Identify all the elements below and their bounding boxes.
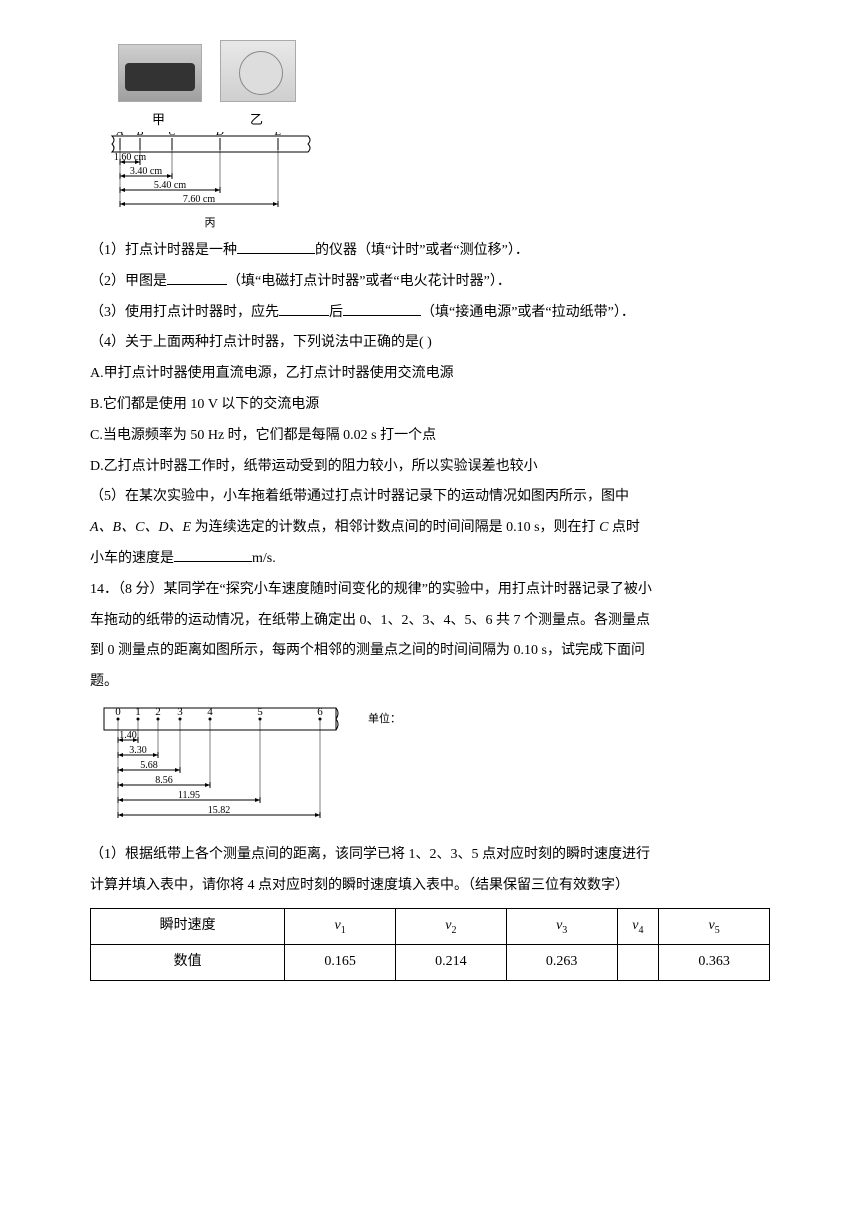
photo-label-jia: 甲 [152, 106, 165, 135]
blank-3a[interactable] [279, 300, 329, 315]
letters-abcde: A、B、C、D、E [90, 520, 191, 535]
q1-line5a: （5）在某次实验中，小车拖着纸带通过打点计时器记录下的运动情况如图丙所示，图中 [90, 482, 770, 513]
col-v1: v1 [285, 908, 396, 944]
photo-yi [220, 40, 296, 102]
svg-text:5: 5 [257, 706, 263, 718]
svg-text:B: B [137, 132, 144, 138]
timer-photos: 甲 乙 [110, 40, 310, 130]
blank-3b[interactable] [343, 300, 421, 315]
cell-v1: 0.165 [285, 944, 396, 980]
cell-v2: 0.214 [396, 944, 507, 980]
col-v5: v5 [659, 908, 770, 944]
q1-l1a: （1）打点计时器是一种 [90, 243, 237, 258]
svg-text:C: C [168, 132, 176, 138]
svg-text:3.30: 3.30 [129, 745, 147, 756]
photo-label-yi: 乙 [250, 106, 263, 135]
svg-text:A: A [116, 132, 124, 138]
q1-line1: （1）打点计时器是一种 的仪器（填“计时”或者“测位移”）． [90, 236, 770, 267]
q14-sub1a: （1）根据纸带上各个测量点间的距离，该同学已将 1、2、3、5 点对应时刻的瞬时… [90, 840, 770, 871]
cell-v3: 0.263 [506, 944, 617, 980]
svg-text:6: 6 [317, 706, 323, 718]
q1-l3c: （填“接通电源”或者“拉动纸带”）． [421, 305, 635, 320]
svg-text:0: 0 [115, 706, 121, 718]
svg-text:1.60 cm: 1.60 cm [114, 152, 146, 163]
col-v2: v2 [396, 908, 507, 944]
velocity-table: 瞬时速度 v1 v2 v3 v4 v5 数值 0.165 0.214 0.263… [90, 908, 770, 981]
svg-text:3: 3 [177, 706, 183, 718]
q1-l3b: 后 [329, 305, 343, 320]
q1-line2: （2）甲图是 （填“电磁打点计时器”或者“电火花计时器”）． [90, 267, 770, 298]
svg-text:单位：cm: 单位：cm [368, 711, 400, 725]
q14-l2: 车拖动的纸带的运动情况，在纸带上确定出 0、1、2、3、4、5、6 共 7 个测… [90, 606, 770, 637]
svg-text:11.95: 11.95 [178, 790, 200, 801]
photo-jia [118, 44, 202, 102]
figure-tape-q14: 单位：cm 0 1 2 3 4 5 6 1.40 3.30 5.68 8.56 11.95 15.82 [100, 704, 770, 834]
q14-l3: 到 0 测量点的距离如图所示，每两个相邻的测量点之间的时间间隔为 0.10 s，… [90, 636, 770, 667]
q14-head: 14．（8 分）某同学在“探究小车速度随时间变化的规律”的实验中，用打点计时器记… [90, 575, 770, 606]
q1-optB: B.它们都是使用 10 V 以下的交流电源 [90, 390, 770, 421]
svg-text:7.60 cm: 7.60 cm [183, 194, 215, 205]
q1-l2a: （2）甲图是 [90, 274, 167, 289]
q1-line5c: 小车的速度是 m/s. [90, 544, 770, 575]
q1-l5ca: 小车的速度是 [90, 551, 174, 566]
svg-text:2: 2 [155, 706, 161, 718]
q1-line4: （4）关于上面两种打点计时器，下列说法中正确的是( ) [90, 328, 770, 359]
blank-5[interactable] [174, 547, 252, 562]
tape-diagram-bing: A B C D E 1.60 cm 3.40 cm 5.40 cm 7.60 cm 丙 [110, 132, 320, 230]
svg-text:E: E [274, 132, 282, 138]
q1-optD: D.乙打点计时器工作时，纸带运动受到的阻力较小，所以实验误差也较小 [90, 452, 770, 483]
q14-l4: 题。 [90, 667, 770, 698]
svg-text:15.82: 15.82 [208, 805, 231, 816]
q14-sub1b: 计算并填入表中，请你将 4 点对应时刻的瞬时速度填入表中。（结果保留三位有效数字… [90, 871, 770, 902]
svg-text:4: 4 [207, 706, 213, 718]
q1-l5b-suf: 为连续选定的计数点，相邻计数点间的时间间隔是 0.10 s，则在打 [191, 520, 599, 535]
q1-l1b: 的仪器（填“计时”或者“测位移”）． [315, 243, 529, 258]
row2-label: 数值 [91, 944, 285, 980]
q1-line3: （3）使用打点计时器时，应先 后 （填“接通电源”或者“拉动纸带”）． [90, 298, 770, 329]
svg-text:8.56: 8.56 [155, 775, 173, 786]
cell-v5: 0.363 [659, 944, 770, 980]
svg-text:3.40 cm: 3.40 cm [130, 166, 162, 177]
col-v4: v4 [617, 908, 659, 944]
q1-l5b-end: 点时 [608, 520, 640, 535]
svg-text:5.40 cm: 5.40 cm [154, 180, 186, 191]
svg-text:D: D [215, 132, 224, 138]
svg-text:1: 1 [135, 706, 141, 718]
svg-text:5.68: 5.68 [140, 760, 158, 771]
q1-l2b: （填“电磁打点计时器”或者“电火花计时器”）． [227, 274, 511, 289]
q1-optC: C.当电源频率为 50 Hz 时，它们都是每隔 0.02 s 打一个点 [90, 421, 770, 452]
figure-timers-and-tape: 甲 乙 A B C D E 1.60 cm 3.40 cm 5.40 cm 7.60 cm 丙 [110, 40, 770, 230]
svg-text:1.40: 1.40 [119, 730, 137, 741]
q1-l5cb: m/s. [252, 551, 276, 566]
svg-text:丙: 丙 [205, 217, 216, 229]
col-v3: v3 [506, 908, 617, 944]
q1-line5b: A、B、C、D、E 为连续选定的计数点，相邻计数点间的时间间隔是 0.10 s，… [90, 513, 770, 544]
table-row: 数值 0.165 0.214 0.263 0.363 [91, 944, 770, 980]
table-row: 瞬时速度 v1 v2 v3 v4 v5 [91, 908, 770, 944]
q1-l3a: （3）使用打点计时器时，应先 [90, 305, 279, 320]
cell-v4[interactable] [617, 944, 659, 980]
blank-2[interactable] [167, 269, 227, 284]
blank-1[interactable] [237, 239, 315, 254]
row1-label: 瞬时速度 [91, 908, 285, 944]
letter-c: C [599, 520, 608, 535]
q1-optA: A.甲打点计时器使用直流电源，乙打点计时器使用交流电源 [90, 359, 770, 390]
